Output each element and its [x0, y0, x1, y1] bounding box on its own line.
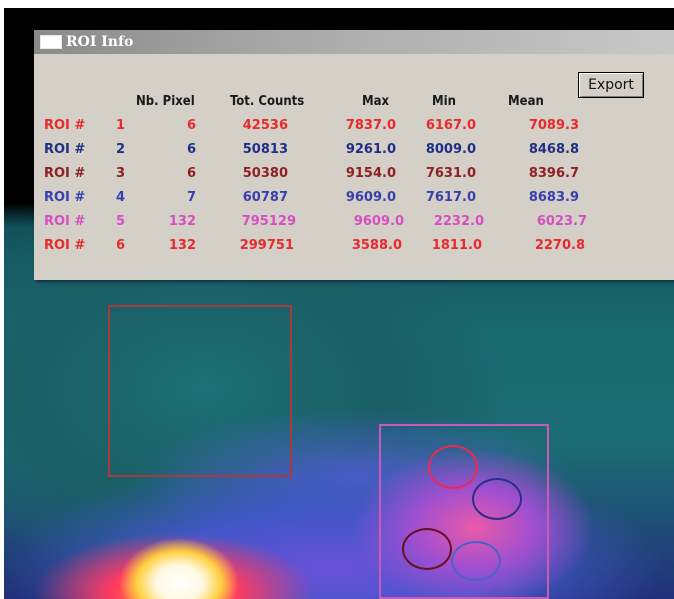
- roi-ellipse-4[interactable]: [451, 541, 501, 581]
- row-mean: 7089.3: [528, 118, 579, 133]
- row-nb-pixel: 6: [186, 142, 196, 157]
- window-title: ROI Info: [66, 34, 134, 50]
- row-min: 7617.0: [425, 190, 476, 205]
- roi-info-window: ROI Info Export Nb. Pixel Tot. Counts Ma…: [34, 30, 674, 280]
- row-mean: 2270.8: [534, 238, 585, 253]
- row-nb-pixel: 7: [186, 190, 196, 205]
- window-icon: [40, 35, 62, 49]
- row-min: 7631.0: [425, 166, 476, 181]
- row-min: 8009.0: [425, 142, 476, 157]
- header-min: Min: [432, 94, 456, 109]
- roi-ellipse-2[interactable]: [472, 478, 522, 520]
- row-nb-pixel: 132: [168, 238, 196, 253]
- row-tot-counts: 299751: [239, 238, 294, 253]
- row-min: 6167.0: [425, 118, 476, 133]
- row-max: 7837.0: [345, 118, 396, 133]
- row-max: 9609.0: [353, 214, 404, 229]
- row-label: ROI #: [44, 142, 86, 157]
- roi-ellipse-3[interactable]: [402, 528, 452, 570]
- row-id: 3: [116, 166, 126, 181]
- row-min: 2232.0: [433, 214, 484, 229]
- row-id: 5: [116, 214, 126, 229]
- row-tot-counts: 60787: [242, 190, 288, 205]
- roi-region-overlay[interactable]: [379, 424, 549, 599]
- header-mean: Mean: [508, 94, 544, 109]
- header-tot-counts: Tot. Counts: [230, 94, 305, 109]
- row-tot-counts: 42536: [242, 118, 288, 133]
- row-mean: 8396.7: [528, 166, 579, 181]
- row-mean: 8683.9: [528, 190, 579, 205]
- row-label: ROI #: [44, 214, 86, 229]
- row-tot-counts: 50380: [242, 166, 288, 181]
- row-max: 3588.0: [351, 238, 402, 253]
- row-label: ROI #: [44, 190, 86, 205]
- row-tot-counts: 795129: [241, 214, 296, 229]
- row-max: 9154.0: [345, 166, 396, 181]
- row-label: ROI #: [44, 238, 86, 253]
- row-id: 2: [116, 142, 126, 157]
- row-label: ROI #: [44, 118, 86, 133]
- row-nb-pixel: 132: [168, 214, 196, 229]
- row-label: ROI #: [44, 166, 86, 181]
- row-id: 1: [116, 118, 126, 133]
- row-mean: 8468.8: [528, 142, 579, 157]
- row-nb-pixel: 6: [186, 166, 196, 181]
- row-max: 9261.0: [345, 142, 396, 157]
- row-mean: 6023.7: [536, 214, 587, 229]
- header-nb-pixel: Nb. Pixel: [136, 94, 195, 109]
- row-tot-counts: 50813: [242, 142, 288, 157]
- row-min: 1811.0: [431, 238, 482, 253]
- header-max: Max: [362, 94, 390, 109]
- row-id: 6: [116, 238, 126, 253]
- roi-square-overlay[interactable]: [108, 305, 292, 477]
- row-id: 4: [116, 190, 126, 205]
- title-bar[interactable]: ROI Info: [34, 30, 674, 54]
- roi-ellipse-1[interactable]: [428, 445, 478, 489]
- export-button[interactable]: Export: [578, 72, 644, 98]
- row-max: 9609.0: [345, 190, 396, 205]
- row-nb-pixel: 6: [186, 118, 196, 133]
